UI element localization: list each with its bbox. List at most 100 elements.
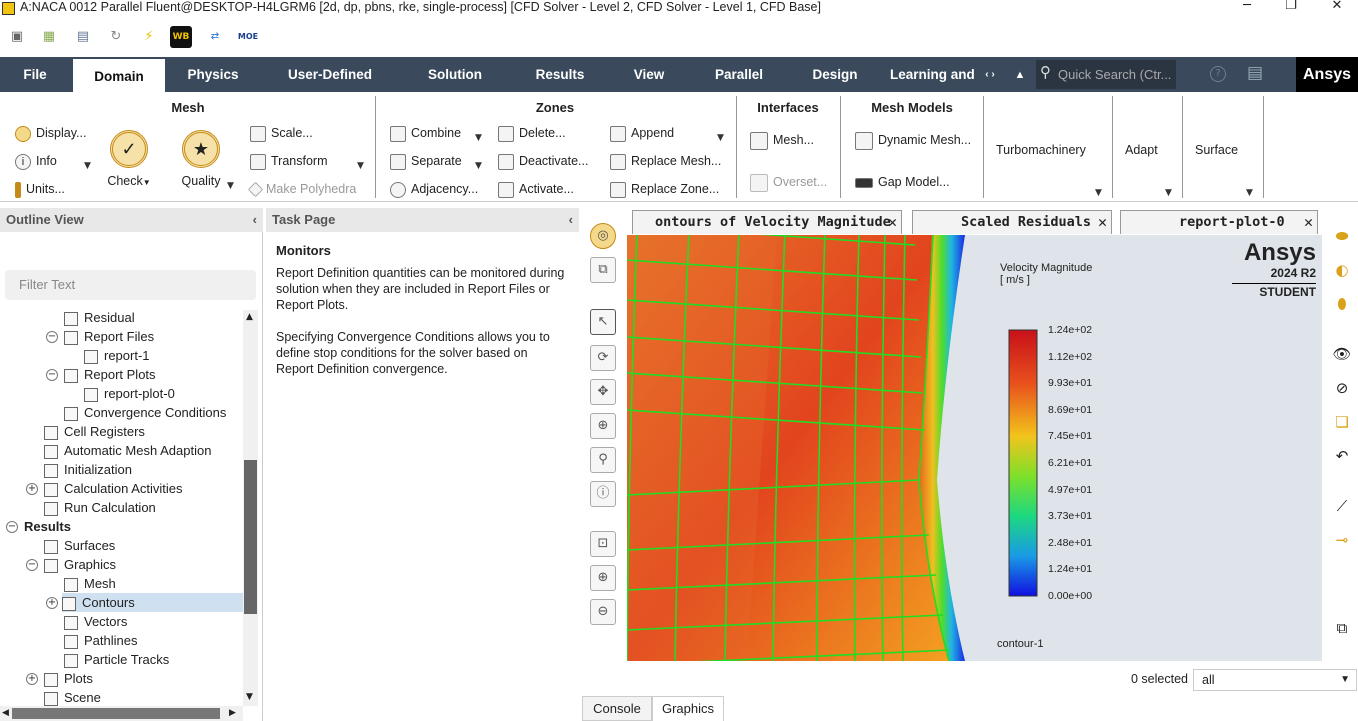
zoom-in-out-icon[interactable]: ⊕ xyxy=(590,413,616,439)
scroll-left-arrow[interactable]: ◀ xyxy=(2,708,9,718)
display-mesh-button[interactable]: Display... xyxy=(15,124,86,142)
view-iso-icon[interactable]: ◐ xyxy=(1335,261,1349,279)
undo-view-icon[interactable]: ↶ xyxy=(1335,447,1349,465)
tab-physics[interactable]: Physics xyxy=(187,67,239,82)
append-dropdown-arrow[interactable]: ▼ xyxy=(717,133,724,143)
tree-expander-icon[interactable]: − xyxy=(46,331,58,343)
tree-expander-icon[interactable]: + xyxy=(46,597,58,609)
visibility-icon[interactable]: 👁 xyxy=(1332,345,1352,363)
tree-item[interactable]: report-plot-0 xyxy=(84,384,175,403)
copy-icon[interactable]: ⧉ xyxy=(1336,619,1348,637)
adjacency-button[interactable]: Adjacency... xyxy=(390,180,478,198)
check-mesh-button[interactable]: ✓ Check▼ xyxy=(106,130,152,188)
tree-item[interactable]: Cell Registers xyxy=(44,422,145,441)
turbomachinery-dropdown-arrow[interactable]: ▼ xyxy=(1095,188,1102,198)
close-tab-icon[interactable]: ✕ xyxy=(1097,213,1107,231)
graphics-viewport[interactable]: Velocity Magnitude[ m/s ] 1.24e+02 1.12e+… xyxy=(627,235,1322,661)
tree-item[interactable]: Pathlines xyxy=(64,631,137,650)
overset-button[interactable]: Overset... xyxy=(750,173,827,192)
make-polyhedra-button[interactable]: Make Polyhedra xyxy=(247,180,356,198)
lightning-icon[interactable]: ⚡ xyxy=(144,29,154,44)
moe-button[interactable]: MOE xyxy=(237,32,259,41)
adapt-group[interactable]: Adapt xyxy=(1125,143,1158,157)
tab-user-defined[interactable]: User-Defined xyxy=(287,67,373,82)
surface-group[interactable]: Surface xyxy=(1195,143,1239,157)
pointer-tool-icon[interactable]: ↖ xyxy=(590,309,616,335)
surface-dropdown-arrow[interactable]: ▼ xyxy=(1246,188,1253,198)
tree-expander-icon[interactable]: + xyxy=(26,483,38,495)
units-button[interactable]: Units... xyxy=(15,180,65,198)
tree-item[interactable]: Results xyxy=(24,517,71,536)
separate-dropdown-arrow[interactable]: ▼ xyxy=(475,161,482,171)
combine-button[interactable]: Combine xyxy=(390,124,461,142)
zoom-to-fit-icon[interactable]: ⊡ xyxy=(590,531,616,557)
tab-contours-velocity[interactable]: ontours of Velocity Magnitude [m/s✕ xyxy=(632,210,902,234)
tree-item[interactable]: Initialization xyxy=(44,460,132,479)
tree-hscroll-thumb[interactable] xyxy=(12,708,220,719)
open-case-icon[interactable]: ▣ xyxy=(10,29,24,44)
tree-item[interactable]: Convergence Conditions xyxy=(64,403,226,422)
view-side-icon[interactable]: ⬮ xyxy=(1337,295,1347,313)
quality-dropdown-arrow[interactable]: ▼ xyxy=(227,181,234,191)
minimize-button[interactable]: ─ xyxy=(1243,0,1251,13)
collapse-ribbon-icon[interactable]: ▲ xyxy=(1014,69,1026,81)
tab-console[interactable]: Console xyxy=(582,696,652,721)
tree-expander-icon[interactable]: + xyxy=(26,673,38,685)
activate-zone-button[interactable]: Activate... xyxy=(498,180,574,198)
tab-scaled-residuals[interactable]: Scaled Residuals ✕ xyxy=(912,210,1112,234)
tab-design[interactable]: Design xyxy=(812,67,858,82)
layout-icon[interactable]: ▤ xyxy=(1247,63,1264,83)
tree-item[interactable]: Particle Tracks xyxy=(64,650,169,669)
combine-dropdown-arrow[interactable]: ▼ xyxy=(475,133,482,143)
mesh-info-button[interactable]: i Info xyxy=(15,152,57,170)
adapt-dropdown-arrow[interactable]: ▼ xyxy=(1165,188,1172,198)
maximize-button[interactable]: ❐ xyxy=(1285,0,1297,13)
transform-dropdown-arrow[interactable]: ▼ xyxy=(357,161,364,171)
close-tab-icon[interactable]: ✕ xyxy=(887,213,897,231)
scroll-up-arrow[interactable]: ▲ xyxy=(246,312,253,322)
pan-tool-icon[interactable]: ✥ xyxy=(590,379,616,405)
tab-file[interactable]: File xyxy=(23,67,47,82)
transform-button[interactable]: Transform xyxy=(250,152,328,170)
replace-mesh-button[interactable]: Replace Mesh... xyxy=(610,152,721,170)
zoom-out-icon[interactable]: ⊖ xyxy=(590,599,616,625)
tree-item[interactable]: Vectors xyxy=(64,612,127,631)
ruler-icon[interactable]: ⊸ xyxy=(1335,531,1349,549)
zoom-box-icon[interactable]: ⚲ xyxy=(590,447,616,473)
selection-filter-select[interactable]: all ▼ xyxy=(1193,669,1357,691)
mesh-interfaces-button[interactable]: Mesh... xyxy=(750,131,814,150)
info-dropdown-arrow[interactable]: ▼ xyxy=(84,161,91,171)
write-case-icon[interactable]: ▤ xyxy=(76,29,90,44)
mesh-display-tool-icon[interactable]: ◎ xyxy=(590,223,616,249)
close-window-button[interactable]: ✕ xyxy=(1331,0,1343,13)
axes-icon[interactable]: ⟋ xyxy=(1336,497,1348,515)
hide-icon[interactable]: ⊘ xyxy=(1335,379,1349,397)
tree-item[interactable]: Run Calculation xyxy=(44,498,156,517)
scroll-right-arrow[interactable]: ▶ xyxy=(229,708,236,718)
probe-info-icon[interactable]: ⓘ xyxy=(590,481,616,507)
read-data-icon[interactable]: ▦ xyxy=(42,29,56,44)
help-icon[interactable]: ? xyxy=(1210,66,1226,82)
zoom-in-icon[interactable]: ⊕ xyxy=(590,565,616,591)
tab-results[interactable]: Results xyxy=(535,67,585,82)
separate-button[interactable]: Separate xyxy=(390,152,462,170)
tree-item[interactable]: Report Files xyxy=(64,327,154,346)
tree-item[interactable]: Mesh xyxy=(64,574,116,593)
tree-item[interactable]: Report Plots xyxy=(64,365,156,384)
gap-model-button[interactable]: Gap Model... xyxy=(855,173,950,191)
tree-scroll-thumb[interactable] xyxy=(244,460,257,614)
tree-item[interactable]: Scene xyxy=(44,688,101,706)
tree-item[interactable]: Calculation Activities xyxy=(44,479,183,498)
rotate-tool-icon[interactable]: ⟳ xyxy=(590,345,616,371)
filter-text-input[interactable]: Filter Text xyxy=(5,270,256,300)
tab-scroll-arrows[interactable]: ‹ › xyxy=(985,69,995,80)
workbench-button[interactable]: WB xyxy=(170,26,192,48)
turbomachinery-group[interactable]: Turbomachinery xyxy=(996,143,1086,157)
scale-button[interactable]: Scale... xyxy=(250,124,313,142)
mesh-quality-button[interactable]: ★ Quality xyxy=(176,130,226,188)
fit-view-icon[interactable]: ⧉ xyxy=(590,257,616,283)
tree-item[interactable]: Plots xyxy=(44,669,93,688)
quick-search-input[interactable]: Quick Search (Ctr... xyxy=(1036,60,1176,89)
tree-item[interactable]: Surfaces xyxy=(44,536,115,555)
append-button[interactable]: Append xyxy=(610,124,674,142)
